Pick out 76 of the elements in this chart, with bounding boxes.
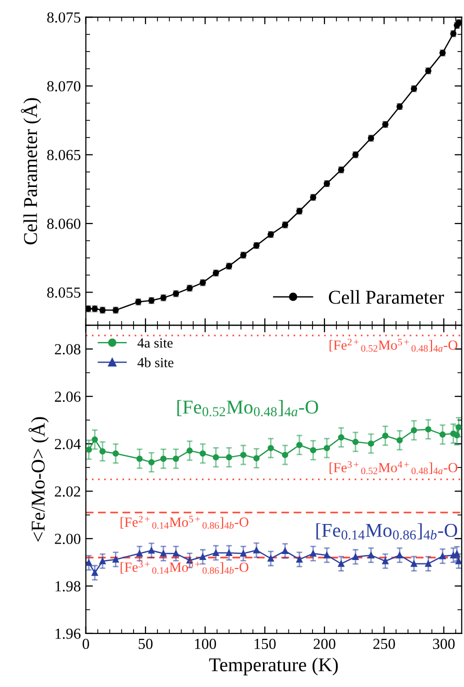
point (240, 452, 246, 458)
point (112, 450, 119, 457)
text: [Fe$^{3+}$$_{0.52}$Mo$^{4+}$$_{0.48}$]$_{4a}$-O (330, 461, 458, 474)
point (148, 459, 155, 466)
point (186, 448, 193, 454)
point (439, 553, 446, 560)
point (172, 456, 180, 462)
point (282, 548, 288, 554)
annotation: [Fe$_{0.52}$Mo$_{0.48}$]$_{4a}$-O (177, 400, 318, 416)
point (352, 554, 359, 560)
point (324, 444, 330, 452)
point (200, 450, 206, 457)
y-axis-title: Cell Parameter (Å) (20, 98, 42, 244)
point (160, 550, 167, 557)
point (253, 547, 260, 554)
x-tick-label: 0 (82, 638, 90, 650)
x-tick-label: 300 (433, 638, 455, 650)
x-axis-title: Temperature (K) (209, 658, 338, 676)
legend-label: 4a site (138, 338, 173, 348)
y-tick-label: 2.06 (54, 392, 81, 402)
y-tick-label: 2.00 (54, 534, 80, 544)
point (226, 454, 232, 460)
point (212, 550, 220, 556)
point (352, 438, 359, 446)
point (310, 447, 316, 454)
x-tick-label: 250 (373, 638, 395, 650)
point (148, 547, 155, 554)
point (212, 454, 220, 460)
y-tick-label: 8.065 (47, 150, 80, 160)
point (86, 446, 92, 453)
x-tick-label: 50 (138, 638, 153, 650)
legend-label: Cell Parameter (328, 290, 444, 304)
point (310, 550, 316, 557)
point (268, 444, 274, 452)
point (99, 448, 106, 455)
point (396, 437, 403, 444)
point (160, 456, 167, 462)
point (92, 436, 98, 443)
y-tick-label: 8.075 (47, 12, 80, 23)
point (136, 456, 143, 462)
legend-label: 4b site (138, 358, 174, 368)
point (338, 434, 344, 441)
point (200, 554, 206, 560)
point (368, 440, 374, 447)
y-tick-label: 2.02 (54, 486, 80, 497)
y-tick-label: 8.070 (47, 81, 80, 92)
point (296, 442, 303, 448)
y-axis-title: <Fe/Mo-O> (Å) (28, 417, 49, 542)
y-tick-label: 1.96 (56, 628, 81, 639)
y-tick-label: 2.08 (54, 344, 80, 355)
point (172, 550, 180, 557)
point (382, 432, 388, 439)
point (410, 560, 418, 567)
point (226, 550, 232, 556)
point (296, 556, 303, 563)
point (410, 427, 418, 434)
x-tick-label: 100 (195, 638, 216, 650)
y-tick-label: 1.98 (56, 581, 80, 592)
annotation: [Fe$_{0.14}$Mo$_{0.86}$]$_{4b}$-O (316, 523, 458, 540)
x-tick-label: 150 (254, 638, 276, 650)
x-tick-label: 200 (314, 638, 336, 650)
text: [Fe$^{2+}$$_{0.14}$Mo$^{5+}$$_{0.86}$]$_{4b}$-O (120, 516, 248, 529)
y-tick-label: 8.055 (47, 287, 80, 298)
point (240, 550, 246, 557)
y-tick-label: 8.060 (47, 218, 80, 230)
y-tick-label: 2.04 (54, 438, 81, 450)
point (136, 550, 143, 557)
point (268, 555, 274, 562)
point (112, 556, 119, 563)
point (368, 552, 374, 558)
text: [Fe$^{2+}$$_{0.52}$Mo$^{5+}$$_{0.48}$]$_{4a}$-O (330, 338, 458, 352)
point (253, 455, 260, 462)
point (439, 431, 446, 438)
point (282, 452, 288, 458)
point (99, 558, 106, 564)
point (425, 426, 432, 432)
